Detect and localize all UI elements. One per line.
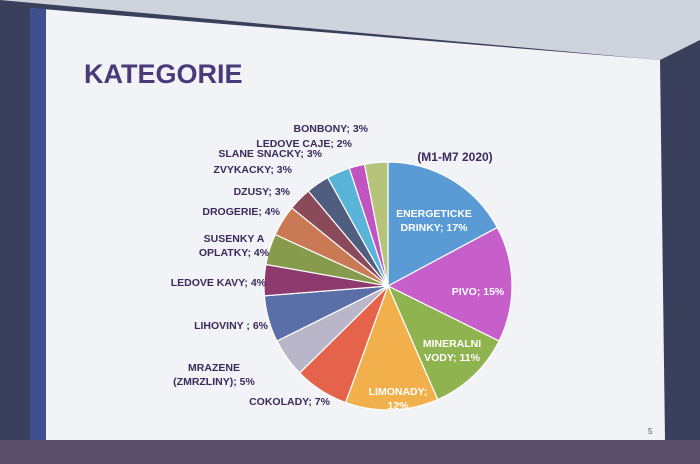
slice-label: LEDOVE CAJE; 2% <box>256 138 352 150</box>
slice-label: DROGERIE; 4% <box>202 206 280 218</box>
slice-label: COKOLADY; 7% <box>249 396 331 408</box>
slice-label: LIHOVINY ; 6% <box>194 320 269 332</box>
page-number: 5 <box>648 427 653 436</box>
slice-label: OPLATKY; 4% <box>199 247 270 259</box>
pie-slice <box>386 284 500 401</box>
slice-label: VODY; 11% <box>424 352 480 364</box>
slice-label: PIVO; 15% <box>452 286 505 298</box>
slice-label: (ZMRZLINY); 5% <box>173 376 255 388</box>
slice-label: MRAZENE <box>188 362 240 374</box>
slice-label: SLANE SNACKY; 3% <box>218 148 322 160</box>
ceiling <box>0 0 700 60</box>
slice-label: DZUSY; 3% <box>234 186 291 198</box>
pie-slice <box>386 226 513 342</box>
pie-slice <box>344 284 439 411</box>
slice-label: ZVYKACKY; 3% <box>213 164 292 176</box>
slide-side-bar <box>30 8 46 450</box>
slice-label: SUSENKY A <box>204 233 265 245</box>
slice-label: LEDOVE KAVY; 4% <box>171 277 267 289</box>
slice-label: LIMONADY; <box>369 386 428 398</box>
chart-subtitle: (M1-M7 2020) <box>417 150 492 164</box>
slice-label: ENERGETICKE <box>396 208 472 220</box>
slice-label: DRINKY; 17% <box>401 222 469 234</box>
pie-slice <box>363 161 389 287</box>
slice-label: BONBONY; 3% <box>294 123 369 135</box>
stage-floor <box>0 440 700 464</box>
slice-label: MINERALNI <box>423 338 481 350</box>
slice-label: 12% <box>387 400 409 412</box>
chart-title: KATEGORIE <box>84 59 243 89</box>
pie-slice <box>387 161 499 288</box>
